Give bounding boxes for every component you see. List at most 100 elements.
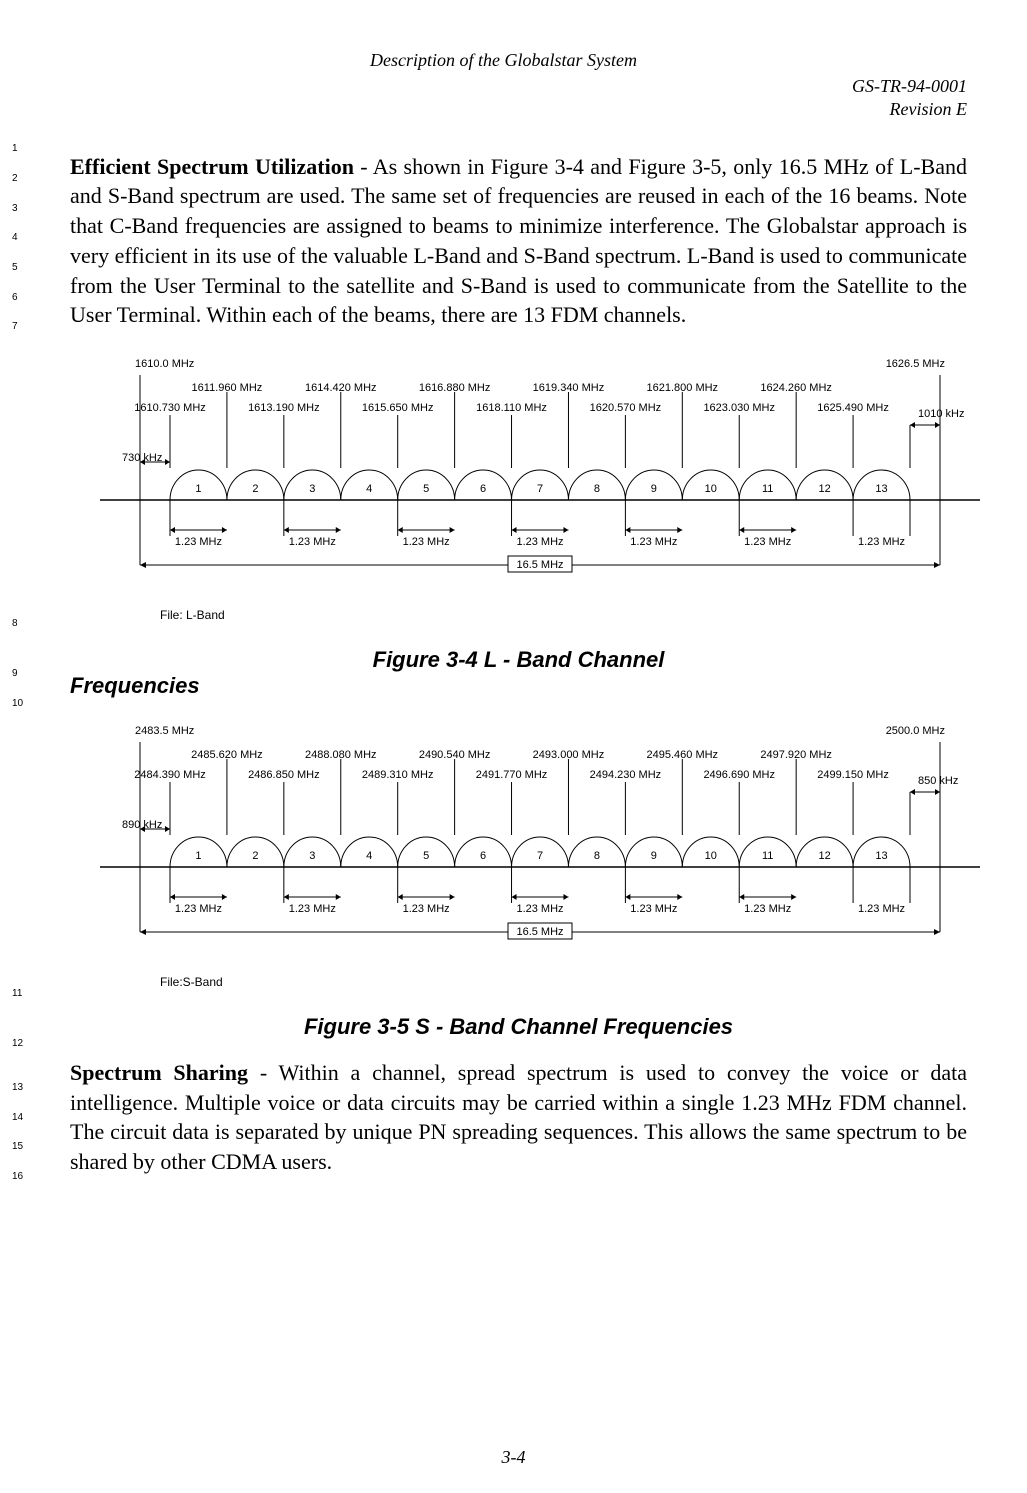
freq-label: 2484.390 MHz: [120, 769, 220, 781]
freq-label: 1.23 MHz: [490, 903, 590, 915]
line-number: 5: [12, 262, 18, 273]
svg-text:12: 12: [818, 850, 830, 862]
svg-text:1: 1: [195, 483, 201, 495]
freq-label: 1.23 MHz: [718, 536, 818, 548]
freq-label: 730 kHz: [122, 452, 162, 464]
freq-label: 1610.730 MHz: [120, 402, 220, 414]
svg-text:11: 11: [762, 850, 773, 862]
svg-text:9: 9: [651, 483, 657, 495]
svg-text:4: 4: [366, 850, 372, 862]
freq-label: 1.23 MHz: [148, 903, 248, 915]
svg-text:16.5 MHz: 16.5 MHz: [516, 926, 563, 938]
line-number: 13: [12, 1082, 23, 1093]
freq-label: 1.23 MHz: [604, 536, 704, 548]
line-number: 15: [12, 1141, 23, 1152]
line-number: 7: [12, 321, 18, 332]
paragraph-spectrum-sharing: Spectrum Sharing - Within a channel, spr…: [70, 1058, 967, 1177]
freq-label: 1611.960 MHz: [177, 382, 277, 394]
figure2-file-label: File:S-Band: [160, 975, 967, 989]
freq-label: 2489.310 MHz: [348, 769, 448, 781]
freq-label: 1620.570 MHz: [575, 402, 675, 414]
page-number: 3-4: [0, 1447, 1027, 1468]
para1-heading: Efficient Spectrum Utilization: [70, 154, 354, 179]
svg-text:12: 12: [818, 483, 830, 495]
svg-text:9: 9: [651, 850, 657, 862]
line-number: 16: [12, 1171, 23, 1182]
freq-label: 2488.080 MHz: [291, 749, 391, 761]
freq-label: 1.23 MHz: [832, 903, 932, 915]
freq-label: 1.23 MHz: [604, 903, 704, 915]
doc-id: GS-TR-94-0001: [852, 76, 967, 96]
freq-label: 1614.420 MHz: [291, 382, 391, 394]
freq-label: 1615.650 MHz: [348, 402, 448, 414]
line-number: 4: [12, 232, 18, 243]
doc-meta: GS-TR-94-0001 Revision E: [40, 75, 967, 122]
line-number: 14: [12, 1112, 23, 1123]
freq-label: 1.23 MHz: [376, 536, 476, 548]
svg-text:2: 2: [252, 850, 258, 862]
line-number: 10: [12, 698, 23, 709]
freq-label: 1010 kHz: [918, 408, 964, 420]
svg-text:6: 6: [480, 483, 486, 495]
svg-text:3: 3: [309, 850, 315, 862]
line-number: 9: [12, 668, 18, 679]
freq-label: 2483.5 MHz: [135, 725, 194, 737]
svg-text:6: 6: [480, 850, 486, 862]
freq-label: 1.23 MHz: [490, 536, 590, 548]
svg-text:10: 10: [705, 850, 717, 862]
freq-label: 1623.030 MHz: [689, 402, 789, 414]
svg-text:7: 7: [537, 483, 543, 495]
freq-label: 2499.150 MHz: [803, 769, 903, 781]
line-number: 6: [12, 292, 18, 303]
freq-label: 1621.800 MHz: [632, 382, 732, 394]
svg-text:13: 13: [875, 483, 887, 495]
para2-heading: Spectrum Sharing: [70, 1060, 248, 1085]
svg-text:1: 1: [195, 850, 201, 862]
figure-s-band-diagram: 1234567891011121316.5 MHz2483.5 MHz2500.…: [100, 717, 980, 967]
line-number: 11: [12, 988, 22, 999]
line-number: 12: [12, 1038, 23, 1049]
freq-label: 1610.0 MHz: [135, 358, 194, 370]
freq-label: 2497.920 MHz: [746, 749, 846, 761]
figure2-caption: Figure 3-5 S - Band Channel Frequencies: [70, 1014, 967, 1040]
para1-body: - As shown in Figure 3-4 and Figure 3-5,…: [70, 154, 967, 327]
svg-text:7: 7: [537, 850, 543, 862]
freq-label: 2495.460 MHz: [632, 749, 732, 761]
doc-title: Description of the Globalstar System: [40, 50, 967, 71]
line-number: 8: [12, 618, 18, 629]
figure-l-band-diagram: 1234567891011121316.5 MHz1610.0 MHz1626.…: [100, 350, 980, 600]
freq-label: 2493.000 MHz: [518, 749, 618, 761]
freq-label: 1625.490 MHz: [803, 402, 903, 414]
freq-label: 890 kHz: [122, 819, 162, 831]
svg-text:10: 10: [705, 483, 717, 495]
svg-text:16.5 MHz: 16.5 MHz: [516, 559, 563, 571]
freq-label: 1618.110 MHz: [462, 402, 562, 414]
svg-text:3: 3: [309, 483, 315, 495]
freq-label: 1616.880 MHz: [405, 382, 505, 394]
freq-label: 1.23 MHz: [262, 903, 362, 915]
freq-label: 2485.620 MHz: [177, 749, 277, 761]
svg-text:13: 13: [875, 850, 887, 862]
figure1-file-label: File: L-Band: [160, 608, 967, 622]
freq-label: 2490.540 MHz: [405, 749, 505, 761]
paragraph-efficient-spectrum: Efficient Spectrum Utilization - As show…: [70, 152, 967, 330]
figure1-caption-suffix: Frequencies: [70, 673, 200, 699]
freq-label: 1.23 MHz: [262, 536, 362, 548]
svg-text:5: 5: [423, 850, 429, 862]
freq-label: 1624.260 MHz: [746, 382, 846, 394]
doc-revision: Revision E: [890, 99, 967, 119]
svg-text:11: 11: [762, 483, 773, 495]
freq-label: 2491.770 MHz: [462, 769, 562, 781]
freq-label: 2494.230 MHz: [575, 769, 675, 781]
line-number: 1: [12, 143, 18, 154]
svg-text:4: 4: [366, 483, 372, 495]
svg-text:2: 2: [252, 483, 258, 495]
svg-text:8: 8: [594, 850, 600, 862]
svg-text:8: 8: [594, 483, 600, 495]
freq-label: 850 kHz: [918, 775, 958, 787]
line-number: 3: [12, 203, 18, 214]
freq-label: 1613.190 MHz: [234, 402, 334, 414]
freq-label: 1.23 MHz: [148, 536, 248, 548]
freq-label: 1.23 MHz: [376, 903, 476, 915]
freq-label: 1619.340 MHz: [518, 382, 618, 394]
